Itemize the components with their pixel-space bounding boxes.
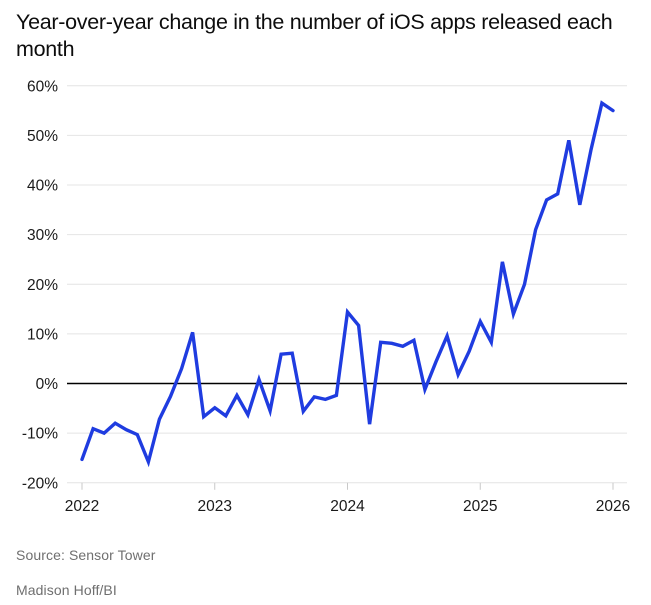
x-axis-label-2025: 2025 [463, 498, 497, 515]
y-axis-label-60: 60% [27, 78, 58, 95]
y-axis-label--10: -10% [22, 426, 58, 443]
y-axis-label-30: 30% [27, 227, 58, 244]
y-axis-label-50: 50% [27, 128, 58, 145]
x-axis-label-2022: 2022 [65, 498, 99, 515]
source-credit: Source: Sensor Tower [16, 547, 156, 563]
y-axis-label-20: 20% [27, 277, 58, 294]
x-axis-label-2026: 2026 [596, 498, 630, 515]
chart-title: Year-over-year change in the number of i… [16, 10, 613, 61]
x-axis-label-2024: 2024 [330, 498, 365, 515]
y-axis-label-10: 10% [27, 326, 58, 343]
yoy-change-line [80, 100, 615, 468]
y-axis-label-0: 0% [36, 376, 59, 393]
x-axis-label-2023: 2023 [198, 498, 232, 515]
y-axis-label-40: 40% [27, 178, 58, 195]
author-byline: Madison Hoff/BI [16, 582, 117, 598]
y-axis-label--20: -20% [22, 475, 58, 492]
